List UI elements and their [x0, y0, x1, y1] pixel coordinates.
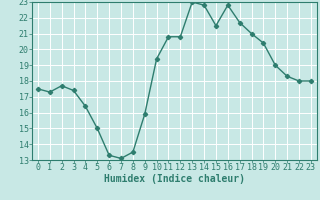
- X-axis label: Humidex (Indice chaleur): Humidex (Indice chaleur): [104, 174, 245, 184]
